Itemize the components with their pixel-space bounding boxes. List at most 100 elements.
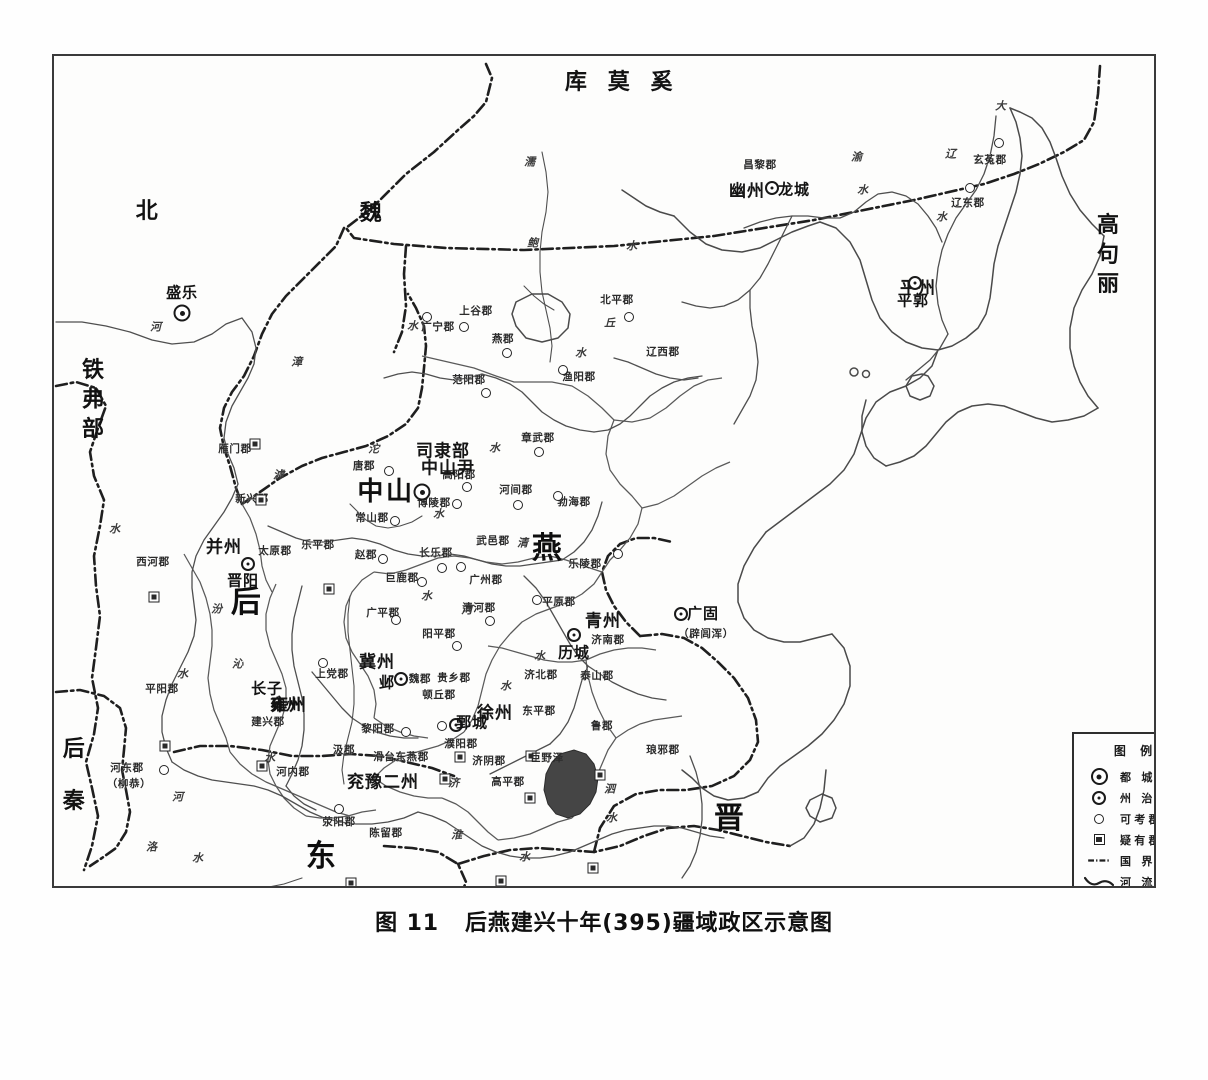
river-line-icon — [1082, 873, 1116, 887]
river-label-1: 水 — [109, 522, 121, 536]
river-label-31: 水 — [857, 183, 869, 197]
prefecture-label-7: 兖豫二州 — [346, 772, 420, 793]
commandery-marker-40 — [524, 792, 536, 804]
commandery-label-8: 范阳郡 — [452, 373, 486, 386]
commandery-label-23: 长乐郡 — [419, 546, 453, 559]
commandery-label-55: （辟闾浑） — [678, 627, 734, 640]
commandery-marker-24 — [456, 562, 466, 572]
doubtful-commandery-marker-icon — [1082, 831, 1116, 849]
river-label-17: 丘 — [604, 316, 616, 330]
commandery-marker-50 — [334, 804, 344, 814]
capital-label-4: 雍州 — [270, 695, 302, 714]
river-label-26: 泗 — [604, 782, 616, 796]
commandery-marker-34 — [159, 740, 171, 752]
capital-label-10: 广固 — [687, 604, 719, 623]
map-frame: .coast{fill:none;stroke:#4a4a4a;stroke-w… — [52, 54, 1156, 888]
commandery-label-7: 燕郡 — [491, 332, 515, 345]
commandery-label-42: 黎阳郡 — [361, 722, 395, 735]
commandery-label-27: 广州郡 — [469, 573, 503, 586]
river-label-21: 河 — [461, 603, 473, 617]
commandery-marker-11 — [384, 466, 394, 476]
prefecture-label-0: 幽州 — [728, 181, 766, 202]
river-label-34: 大 — [995, 99, 1007, 113]
commandery-label-40: 东平郡 — [522, 704, 556, 717]
polity-label-10: 晋 — [713, 801, 749, 836]
commandery-label-38: 顿丘郡 — [422, 688, 456, 701]
commandery-marker-31 — [485, 616, 495, 626]
commandery-label-39: 济北郡 — [524, 668, 558, 681]
capital-label-9: 长子 — [251, 679, 283, 698]
commandery-marker-9 — [558, 365, 568, 375]
commandery-marker-22 — [378, 554, 388, 564]
commandery-label-28: 上党郡 — [315, 667, 349, 680]
capital-label-3: 晋阳 — [227, 571, 259, 590]
river-label-25: 济 — [448, 776, 460, 790]
polity-label-0: 北 — [135, 199, 165, 224]
commandery-marker-2 — [965, 183, 975, 193]
commandery-marker-7 — [502, 348, 512, 358]
commandery-marker-42 — [401, 727, 411, 737]
commandery-label-51: 陈留郡 — [369, 826, 403, 839]
border-lines — [54, 62, 1102, 886]
river-label-28: 淮 — [451, 828, 463, 842]
commandery-marker-19 — [148, 591, 160, 603]
commandery-label-48: 鲁郡 — [590, 719, 614, 732]
commandery-label-16: 勃海郡 — [557, 495, 591, 508]
river-label-22: 水 — [433, 507, 445, 521]
legend-item-label-4: 国 界 — [1120, 854, 1156, 868]
commandery-marker-39 — [525, 750, 537, 762]
legend-item-1: 州 治 — [1082, 787, 1156, 808]
commandery-label-36: 魏郡 — [408, 672, 432, 685]
figure-number: 图 11 — [375, 911, 439, 936]
river-label-18: 水 — [489, 441, 501, 455]
lake-label-0: 巨野泽 — [530, 751, 564, 764]
commandery-label-0: 昌黎郡 — [743, 158, 777, 171]
capital-label-7: 邺 — [379, 673, 395, 692]
commandery-label-17: 雁门郡 — [218, 442, 252, 455]
commandery-label-15: 常山郡 — [355, 511, 389, 524]
polity-label-3: 高句丽 — [1093, 212, 1118, 302]
river-label-23: 水 — [500, 679, 512, 693]
capital-marker-6 — [908, 276, 922, 290]
commandery-label-21: 乐平郡 — [301, 538, 335, 551]
river-label-9: 漳 — [291, 355, 303, 369]
polity-label-2: 库 莫 奚 — [564, 70, 680, 95]
map-geometry: .coast{fill:none;stroke:#4a4a4a;stroke-w… — [54, 62, 1105, 886]
figure-caption: 图 11 后燕建兴十年(395)疆域政区示意图 — [0, 905, 1208, 937]
prefecture-label-3: 雍州 — [270, 695, 308, 716]
capital-marker-icon — [1082, 768, 1116, 786]
commandery-label-11: 唐郡 — [352, 459, 376, 472]
commandery-label-52: 河内郡 — [276, 765, 310, 778]
commandery-label-14: 博陵郡 — [417, 496, 451, 509]
commandery-marker-23 — [437, 563, 447, 573]
commandery-marker-16 — [553, 491, 563, 501]
lake-small — [805, 793, 837, 823]
commandery-label-34: 平阳郡 — [145, 682, 179, 695]
capital-marker-3 — [241, 557, 255, 571]
river-label-33: 水 — [936, 210, 948, 224]
commandery-label-5: 上谷郡 — [459, 304, 493, 317]
river-label-30: 渝 — [851, 150, 863, 164]
commandery-label-49: 琅邪郡 — [646, 743, 680, 756]
polity-label-4: 铁弗部 — [78, 357, 103, 447]
prefecture-label-4: 冀州 — [358, 652, 396, 673]
capital-label-2: 龙城 — [778, 180, 810, 199]
commandery-label-19: 西河郡 — [136, 555, 170, 568]
commandery-marker-28 — [318, 658, 328, 668]
commandery-marker-8 — [481, 388, 491, 398]
commandery-label-3: 北平郡 — [600, 293, 634, 306]
legend-item-label-2: 可考郡治 — [1120, 812, 1154, 826]
commandery-label-33: 济南郡 — [591, 633, 625, 646]
commandery-marker-15 — [390, 516, 400, 526]
commandery-label-1: 玄菟郡 — [973, 153, 1007, 166]
legend-item-label-1: 州 治 — [1120, 791, 1156, 805]
polity-label-6: 秦 — [62, 789, 92, 814]
commandery-label-10: 章武郡 — [521, 431, 555, 444]
commandery-marker-6 — [459, 322, 469, 332]
figure-title: 后燕建兴十年(395)疆域政区示意图 — [464, 911, 833, 936]
internal-boundaries — [183, 355, 731, 841]
prefecture-label-8: 司隶部 — [415, 441, 471, 462]
capital-marker-1 — [173, 304, 191, 322]
commandery-marker-30 — [391, 615, 401, 625]
polity-label-1: 魏 — [359, 201, 389, 226]
